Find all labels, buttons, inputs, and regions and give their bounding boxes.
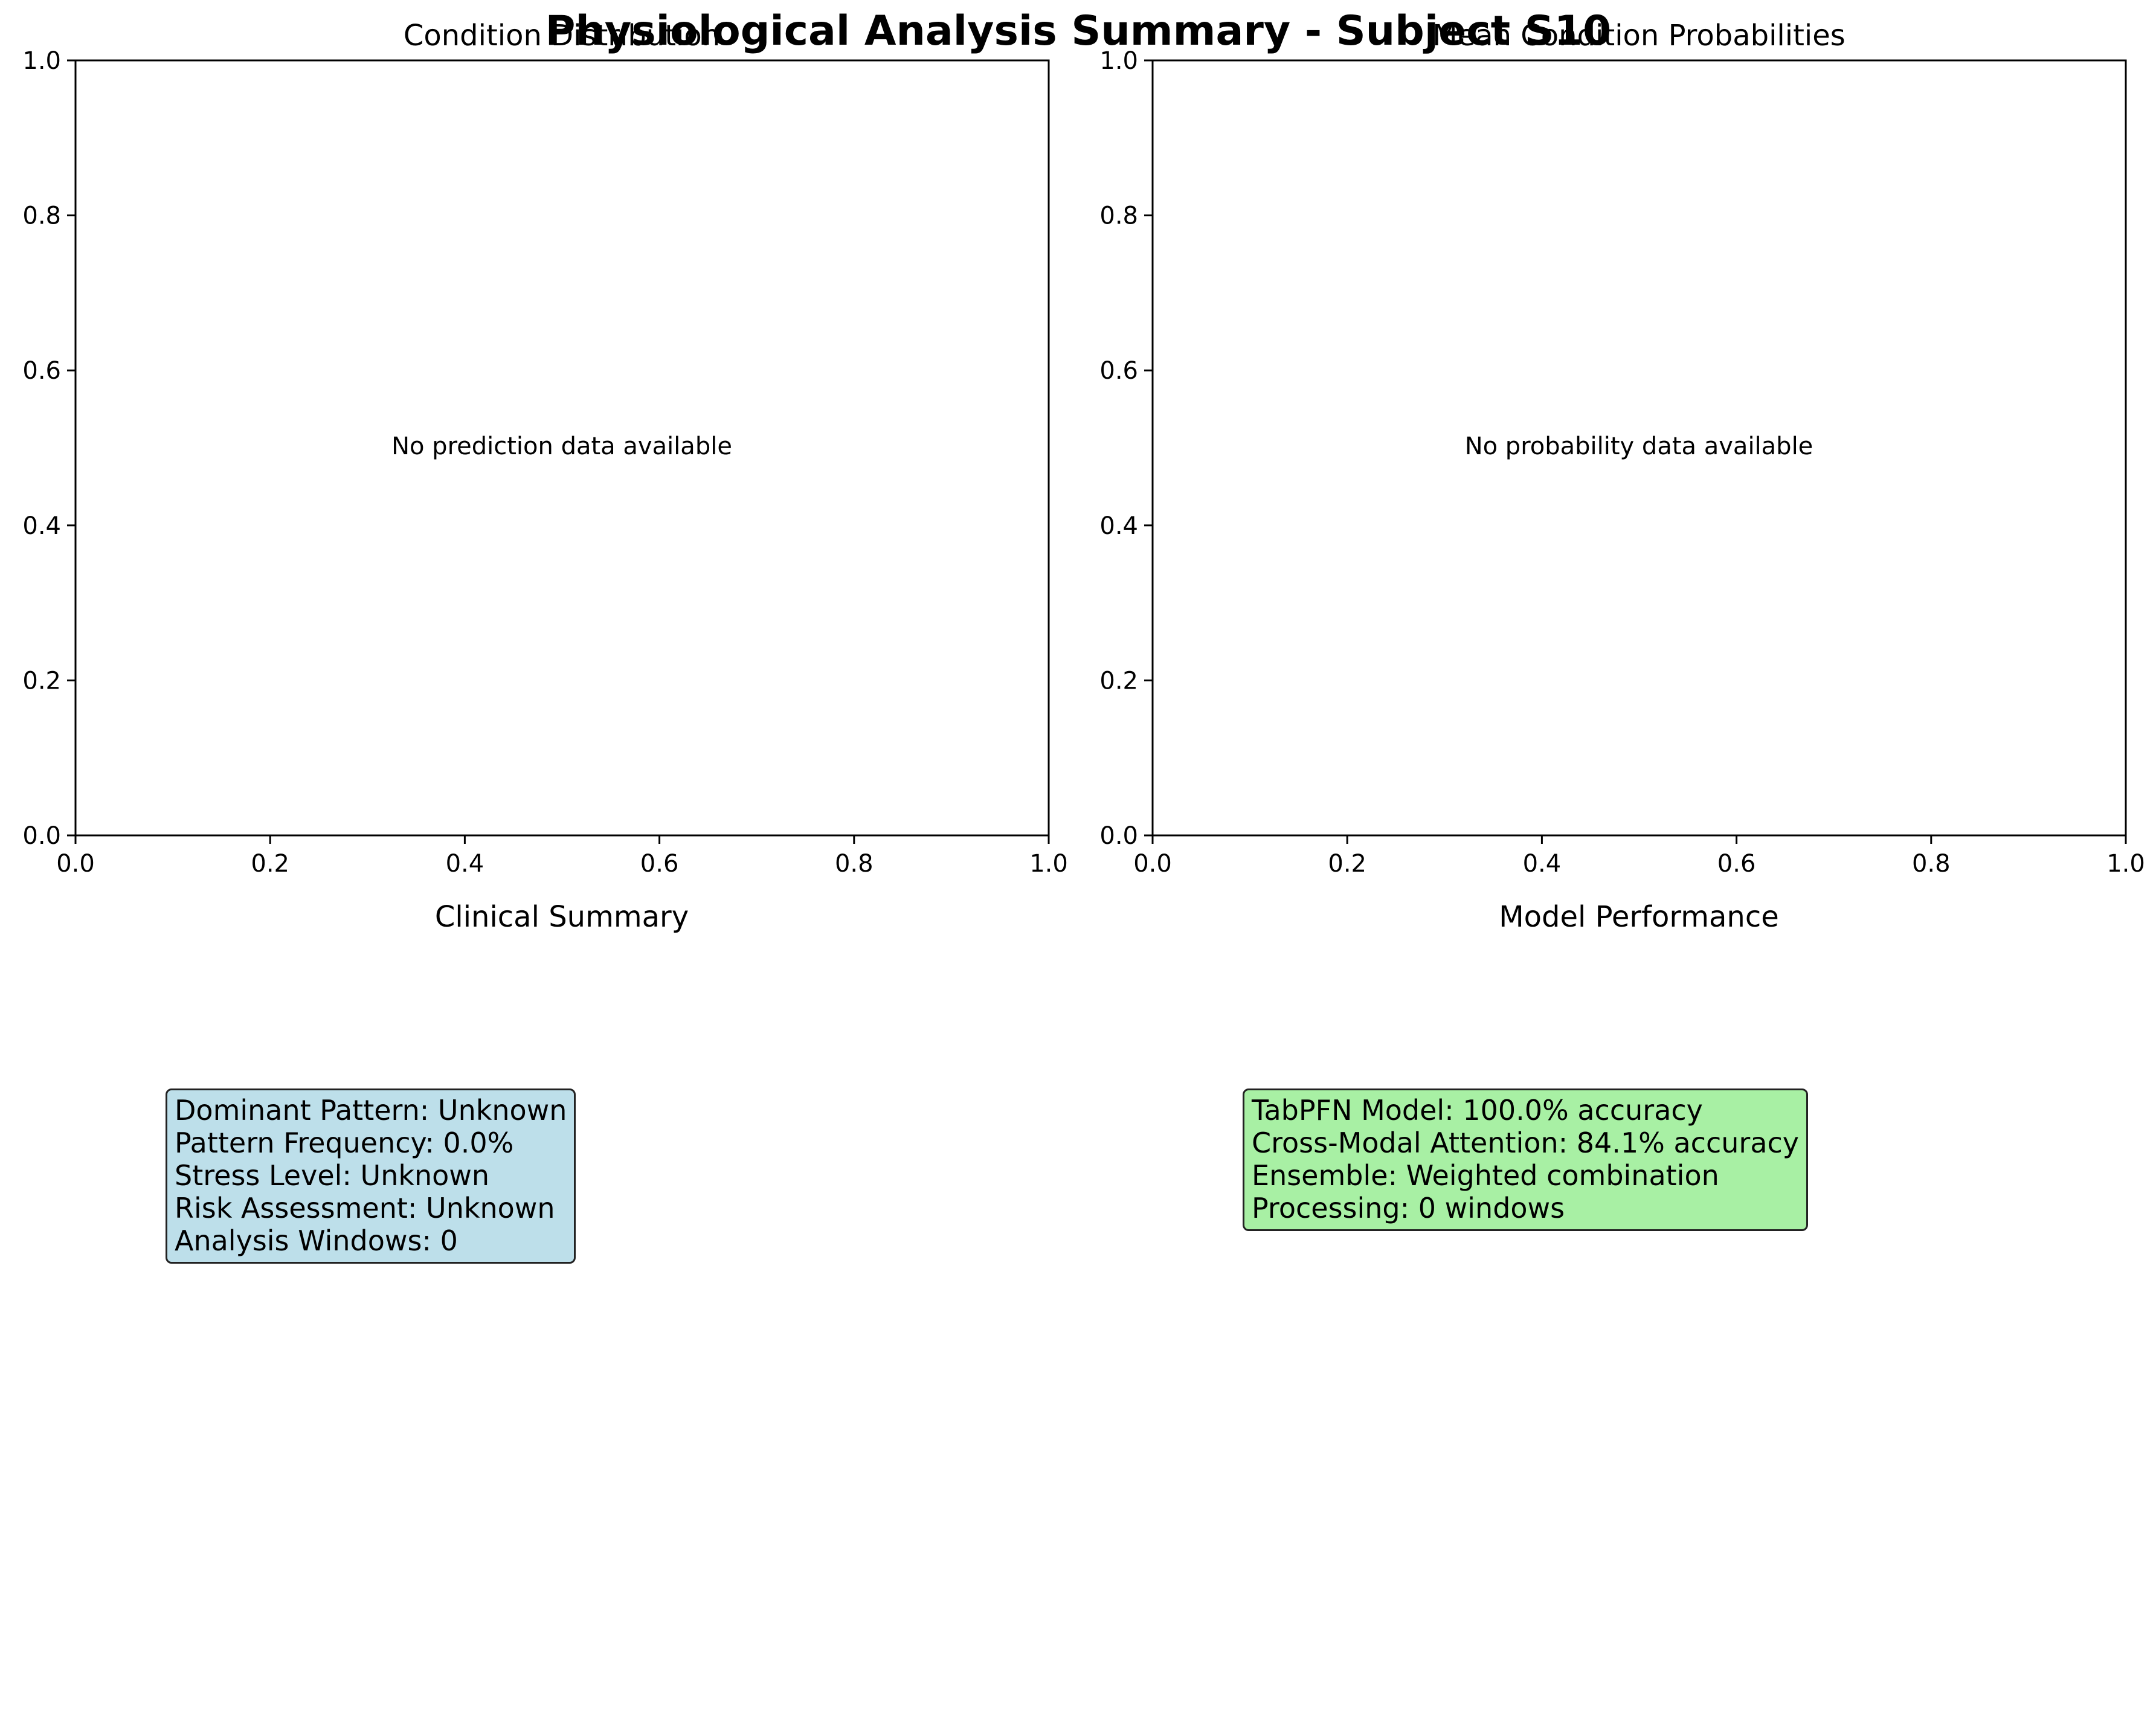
model-performance-line: Ensemble: Weighted combination xyxy=(1252,1159,1719,1192)
condition-distribution-title: Condition Distribution xyxy=(404,19,720,53)
mean-condition-probabilities-plot-frame xyxy=(1151,59,2127,837)
x-tick-label: 0.6 xyxy=(640,850,679,878)
x-tick-label: 0.4 xyxy=(446,850,484,878)
model-performance-box: TabPFN Model: 100.0% accuracy Cross-Moda… xyxy=(1243,1088,1809,1231)
figure-title: Physiological Analysis Summary - Subject… xyxy=(545,7,1612,55)
clinical-summary-title: Clinical Summary xyxy=(435,900,689,934)
y-tick-label: 0.4 xyxy=(22,512,61,540)
x-tick-label: 0.6 xyxy=(1717,850,1756,878)
y-tick-label: 0.8 xyxy=(22,202,61,230)
y-tick-label: 0.2 xyxy=(1099,667,1138,695)
x-tick-label: 1.0 xyxy=(1029,850,1068,878)
y-tick-label: 0.2 xyxy=(22,667,61,695)
x-tick-label: 0.2 xyxy=(1328,850,1366,878)
clinical-summary-line: Pattern Frequency: 0.0% xyxy=(175,1127,514,1159)
x-tick-label: 0.2 xyxy=(251,850,289,878)
condition-distribution-axes: Condition Distribution 0.0 0.2 0.4 0.6 0.8 1.… xyxy=(22,19,1067,878)
clinical-summary-line: Dominant Pattern: Unknown xyxy=(175,1094,567,1127)
clinical-summary-line: Risk Assessment: Unknown xyxy=(175,1192,555,1224)
condition-distribution-plot-frame xyxy=(74,59,1050,837)
mean-condition-probabilities-axes: Mean Condition Probabilities 0.0 0.2 0.4 0.… xyxy=(1099,19,2145,878)
y-tick-label: 0.8 xyxy=(1099,202,1138,230)
clinical-summary-box: Dominant Pattern: Unknown Pattern Freque… xyxy=(166,1088,576,1264)
y-tick-label: 0.0 xyxy=(1099,822,1138,850)
x-tick-label: 0.0 xyxy=(56,850,95,878)
y-tick-label: 1.0 xyxy=(22,47,61,75)
model-performance-title: Model Performance xyxy=(1499,900,1779,934)
model-performance-line: Cross-Modal Attention: 84.1% accuracy xyxy=(1252,1127,1800,1159)
y-tick-label: 0.6 xyxy=(22,357,61,385)
x-tick-label: 0.8 xyxy=(1912,850,1951,878)
x-tick-label: 1.0 xyxy=(2106,850,2145,878)
x-tick-label: 0.0 xyxy=(1133,850,1172,878)
mean-condition-probabilities-empty-note: No probability data available xyxy=(1465,432,1813,460)
model-performance-line: TabPFN Model: 100.0% accuracy xyxy=(1252,1094,1703,1127)
clinical-summary-line: Analysis Windows: 0 xyxy=(175,1224,458,1257)
mean-condition-probabilities-title: Mean Condition Probabilities xyxy=(1432,19,1845,53)
clinical-summary-line: Stress Level: Unknown xyxy=(175,1159,490,1192)
y-tick-label: 1.0 xyxy=(1099,47,1138,75)
y-tick-label: 0.4 xyxy=(1099,512,1138,540)
y-tick-label: 0.0 xyxy=(22,822,61,850)
model-performance-line: Processing: 0 windows xyxy=(1252,1192,1565,1224)
x-tick-label: 0.8 xyxy=(835,850,874,878)
y-tick-label: 0.6 xyxy=(1099,357,1138,385)
condition-distribution-empty-note: No prediction data available xyxy=(391,432,732,460)
x-tick-label: 0.4 xyxy=(1523,850,1562,878)
